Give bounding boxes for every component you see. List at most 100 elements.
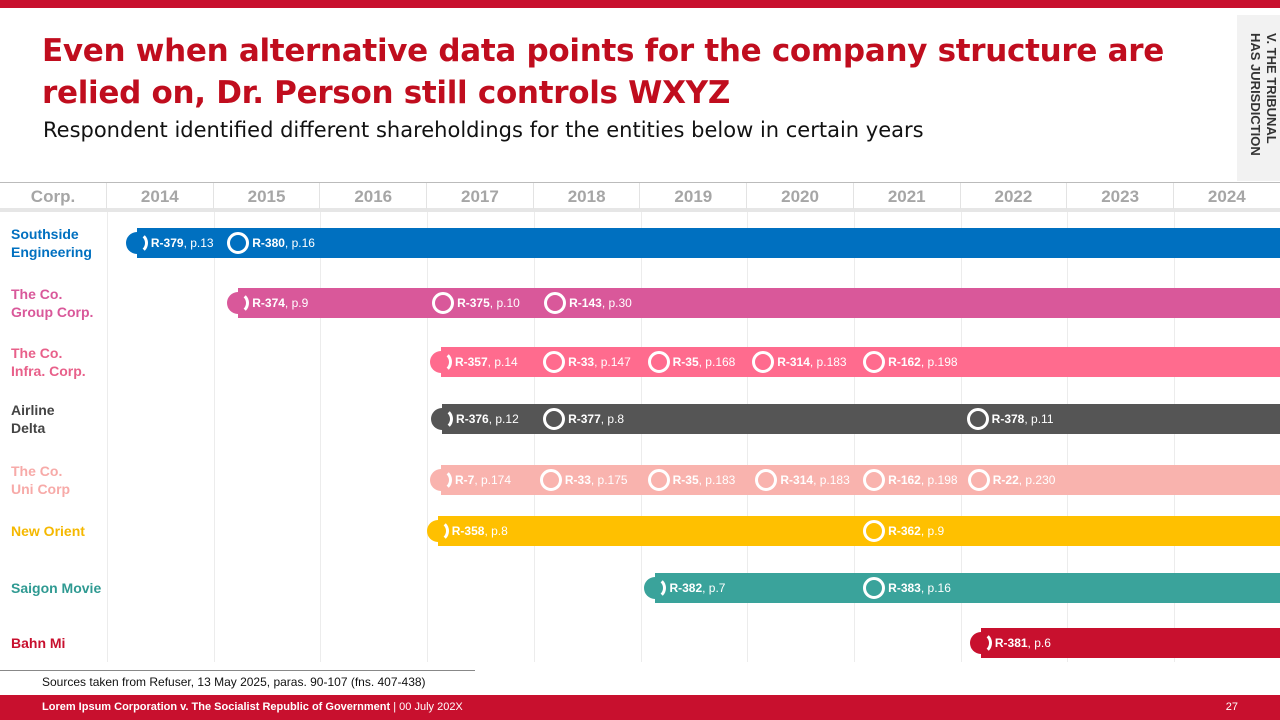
footer-date: 00 July 202X — [399, 701, 463, 713]
footnote-divider — [0, 670, 475, 671]
change-marker — [227, 232, 250, 254]
start-marker — [125, 232, 148, 254]
marker-label: R-33, p.175 — [565, 473, 628, 487]
marker-label: R-379, p.13 — [151, 236, 214, 250]
year-gridline — [747, 212, 749, 662]
exhibit-page: , p.9 — [920, 524, 945, 538]
year-gridline — [320, 212, 322, 662]
start-marker — [431, 408, 454, 430]
exhibit-page: , p.16 — [920, 581, 951, 595]
year-header-2014: 2014 — [107, 183, 214, 209]
marker-label: R-362, p.9 — [888, 524, 944, 538]
corp-column-header: Corp. — [0, 183, 107, 209]
exhibit-ref: R-376 — [456, 412, 489, 426]
marker-label: R-162, p.198 — [888, 473, 957, 487]
change-marker — [544, 292, 567, 314]
start-marker — [644, 577, 667, 599]
exhibit-page: , p.8 — [484, 524, 508, 538]
exhibit-ref: R-378 — [991, 412, 1025, 426]
slide-title: Even when alternative data points for th… — [42, 33, 1164, 111]
marker-label: R-357, p.14 — [455, 355, 518, 369]
marker-label: R-378, p.11 — [992, 412, 1054, 426]
exhibit-ref: R-143 — [569, 296, 602, 310]
row-label: New Orient — [11, 523, 85, 539]
exhibit-ref: R-358 — [451, 524, 485, 538]
year-header-2022: 2022 — [961, 183, 1068, 209]
year-gridline — [1067, 212, 1069, 662]
marker-label: R-33, p.147 — [568, 355, 631, 369]
year-gridline — [1174, 212, 1175, 662]
marker-label: R-374, p.9 — [252, 296, 308, 310]
change-marker — [967, 469, 990, 491]
footer-separator: | — [390, 701, 400, 713]
timeline-bar — [437, 516, 1280, 546]
exhibit-page: , p.9 — [284, 296, 309, 310]
row-label: The Co. Infra. Corp. — [11, 345, 86, 379]
timeline-bar — [440, 465, 1280, 495]
year-header-2018: 2018 — [534, 183, 641, 209]
marker-label: R-381, p.6 — [995, 636, 1051, 650]
marker-label: R-314, p.183 — [777, 355, 846, 369]
marker-label: R-22, p.230 — [993, 473, 1056, 487]
start-marker — [429, 351, 452, 373]
year-header-2015: 2015 — [214, 183, 321, 209]
year-gridline — [107, 212, 108, 662]
exhibit-ref: R-7 — [454, 473, 475, 487]
exhibit-page: , p.7 — [702, 581, 726, 595]
marker-label: R-314, p.183 — [780, 473, 849, 487]
year-gridline — [960, 212, 962, 662]
timeline-bar — [238, 288, 1280, 318]
change-marker — [863, 351, 886, 373]
exhibit-ref: R-35 — [672, 473, 699, 487]
marker-label: R-377, p.8 — [568, 412, 624, 426]
section-tab-label: V. THE TRIBUNAL HAS JURISDICTION — [1248, 33, 1279, 156]
row-label: The Co. Group Corp. — [11, 286, 94, 320]
timeline-bar — [655, 573, 1280, 603]
year-gridline — [533, 212, 535, 662]
year-gridline — [640, 212, 642, 662]
footer-bar: Lorem Ipsum Corporation v. The Socialist… — [0, 695, 1280, 720]
marker-label: R-382, p.7 — [669, 581, 725, 595]
year-header-2019: 2019 — [641, 183, 748, 209]
change-marker — [863, 577, 886, 599]
exhibit-ref: R-314 — [780, 473, 814, 487]
change-marker — [539, 469, 562, 491]
exhibit-ref: R-33 — [564, 473, 591, 487]
exhibit-ref: R-381 — [994, 636, 1028, 650]
year-gridline — [427, 212, 429, 662]
row-label: Airline Delta — [11, 402, 55, 436]
start-marker — [969, 632, 992, 654]
change-marker — [647, 351, 670, 373]
row-label: Southside Engineering — [11, 226, 92, 260]
page-number: 27 — [1225, 701, 1238, 713]
exhibit-page: , p.8 — [600, 412, 625, 426]
marker-label: R-376, p.12 — [456, 412, 519, 426]
marker-label: R-380, p.16 — [252, 236, 315, 250]
exhibit-page: , p.10 — [489, 296, 520, 310]
year-header-2020: 2020 — [747, 183, 854, 209]
row-label: Saigon Movie — [11, 580, 102, 596]
footer-case-name: Lorem Ipsum Corporation v. The Socialist… — [42, 701, 391, 713]
marker-label: R-35, p.168 — [673, 355, 736, 369]
change-marker — [863, 520, 886, 542]
change-marker — [752, 351, 775, 373]
exhibit-page: , p.175 — [590, 473, 628, 487]
change-marker — [863, 469, 886, 491]
exhibit-page: , p.198 — [920, 473, 958, 487]
exhibit-ref: R-35 — [672, 355, 699, 369]
row-label: The Co. Uni Corp — [11, 463, 71, 497]
year-gridline — [213, 212, 215, 662]
exhibit-ref: R-380 — [252, 236, 285, 250]
exhibit-page: , p.6 — [1027, 636, 1051, 650]
year-header-2016: 2016 — [320, 183, 428, 209]
exhibit-ref: R-375 — [457, 296, 490, 310]
start-marker — [426, 520, 449, 542]
exhibit-page: , p.147 — [594, 355, 631, 369]
timeline-bar — [136, 228, 1280, 258]
marker-label: R-162, p.198 — [888, 355, 957, 369]
change-marker — [543, 351, 566, 373]
exhibit-ref: R-33 — [568, 355, 595, 369]
marker-label: R-383, p.16 — [888, 581, 951, 595]
exhibit-page: , p.11 — [1024, 412, 1054, 426]
marker-label: R-358, p.8 — [452, 524, 508, 538]
